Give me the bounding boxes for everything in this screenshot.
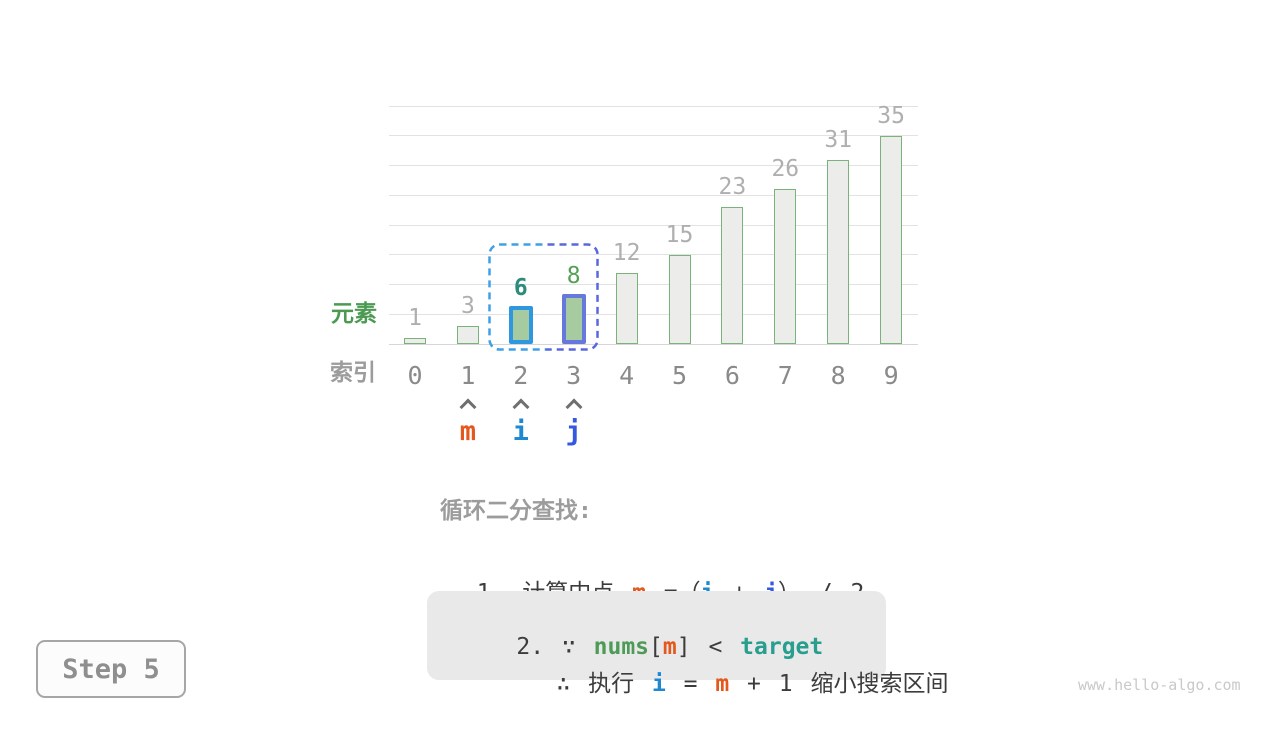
bar-index-2 bbox=[508, 306, 533, 344]
pointer-label-j: j bbox=[565, 416, 582, 447]
bar-index-1 bbox=[456, 326, 479, 344]
gridline bbox=[389, 224, 918, 226]
gridline bbox=[389, 194, 918, 196]
bar-value-label: 3 bbox=[460, 293, 475, 320]
bar-value-label: 26 bbox=[771, 156, 800, 183]
bar-chart: 1 3 6 8 12 15 23 26 31 35 bbox=[389, 104, 918, 345]
bar-value-label: 23 bbox=[718, 174, 747, 201]
bar-value-label: 35 bbox=[877, 102, 905, 129]
index-label-0: 0 bbox=[407, 361, 423, 390]
gridline bbox=[389, 105, 918, 107]
step2a-prefix: 2. ∵ bbox=[516, 634, 594, 660]
bracket-close: ] bbox=[676, 634, 691, 660]
caret-up-icon bbox=[512, 398, 530, 416]
step2-line-b: ∴ 执行 i = m + 1 缩小搜索区间 bbox=[485, 639, 948, 729]
bar-value-label: 15 bbox=[665, 221, 694, 248]
bar-index-8 bbox=[827, 159, 850, 344]
gridline bbox=[389, 135, 918, 137]
index-label-6: 6 bbox=[724, 361, 740, 390]
watermark: www.hello-algo.com bbox=[1078, 676, 1241, 694]
pointer-label-i: i bbox=[512, 416, 529, 447]
bar-index-4 bbox=[615, 272, 638, 344]
bar-value-label: 12 bbox=[612, 239, 641, 266]
bar-index-3 bbox=[561, 294, 586, 344]
gridline bbox=[389, 343, 918, 345]
bar-index-0 bbox=[404, 338, 426, 344]
gridline bbox=[389, 254, 918, 256]
var-i: i bbox=[651, 671, 666, 697]
var-target: target bbox=[740, 634, 824, 660]
reason-box: 2. ∵ nums[m] < target ∴ 执行 i = m + 1 缩小搜… bbox=[427, 591, 948, 697]
index-label-9: 9 bbox=[883, 361, 899, 390]
compare-op: < bbox=[690, 634, 741, 660]
step-badge-label: Step 5 bbox=[62, 653, 160, 685]
index-label-2: 2 bbox=[513, 361, 529, 390]
bar-value-label: 6 bbox=[513, 275, 528, 302]
pointer-label-m: m bbox=[459, 416, 477, 447]
search-range-left-half bbox=[488, 243, 546, 351]
x-axis: 0 1 2 3 4 5 6 7 8 9 m i j bbox=[389, 360, 918, 470]
bar-value-label: 31 bbox=[824, 126, 853, 153]
search-range-outline-icon bbox=[488, 243, 599, 351]
index-label-3: 3 bbox=[566, 361, 582, 390]
step2b-s1: = bbox=[665, 671, 716, 697]
bar-index-9 bbox=[880, 135, 903, 344]
caret-up-icon bbox=[565, 398, 583, 416]
var-m: m bbox=[662, 634, 677, 660]
bar-index-6 bbox=[721, 207, 744, 344]
index-label-8: 8 bbox=[830, 361, 846, 390]
bracket-open: [ bbox=[649, 634, 663, 660]
bar-index-7 bbox=[774, 189, 797, 344]
gridline bbox=[389, 313, 918, 315]
var-nums: nums bbox=[593, 634, 650, 660]
step2b-prefix: ∴ 执行 bbox=[556, 671, 652, 697]
bar-value-label: 8 bbox=[566, 263, 581, 290]
index-label-5: 5 bbox=[671, 361, 688, 390]
gridline bbox=[389, 284, 918, 285]
step2-line-a: 2. ∵ nums[m] < target bbox=[445, 602, 823, 692]
index-label-7: 7 bbox=[777, 361, 793, 390]
step-badge: Step 5 bbox=[36, 640, 186, 698]
explain-heading: 循环二分查找: bbox=[440, 498, 592, 524]
y-axis-label: 元素 bbox=[331, 301, 377, 327]
var-m: m bbox=[715, 671, 730, 697]
x-axis-label: 索引 bbox=[330, 360, 376, 386]
index-label-1: 1 bbox=[460, 361, 476, 390]
bar-index-5 bbox=[668, 254, 691, 344]
gridline bbox=[389, 165, 918, 166]
caret-up-icon bbox=[459, 398, 477, 416]
search-range-right-half bbox=[545, 243, 599, 351]
index-label-4: 4 bbox=[619, 361, 635, 390]
bar-value-label: 1 bbox=[408, 305, 422, 332]
step2b-s2: + 1 缩小搜索区间 bbox=[729, 671, 949, 697]
